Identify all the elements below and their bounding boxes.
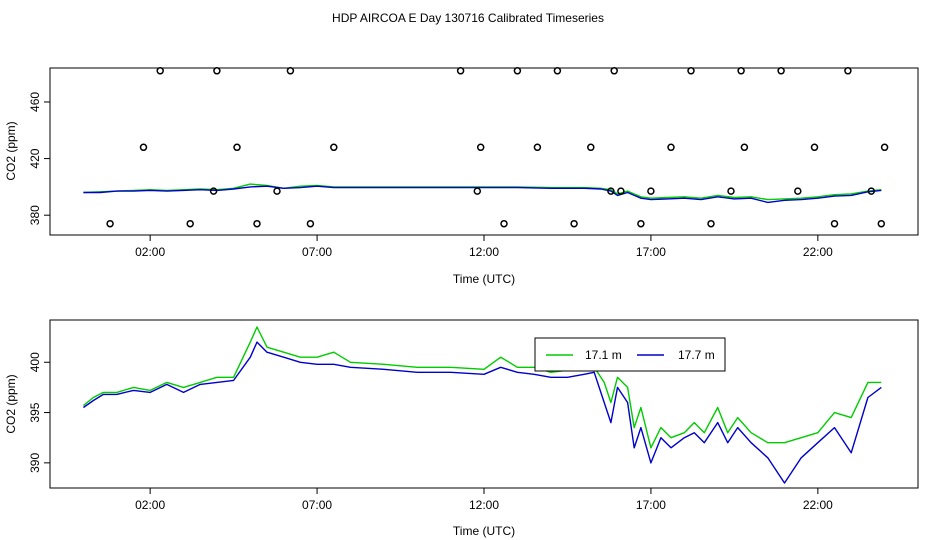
scatter-point — [500, 219, 508, 228]
x-tick-label: 07:00 — [302, 245, 332, 259]
x-tick-label: 17:00 — [636, 245, 666, 259]
scatter-point — [186, 219, 194, 228]
x-axis-label-top: Time (UTC) — [453, 272, 515, 286]
scatter-point — [156, 67, 164, 75]
x-tick-label: 02:00 — [135, 245, 165, 259]
scatter-point — [737, 67, 745, 75]
y-axis-label-top: CO2 (ppm) — [4, 121, 18, 180]
y-tick-label: 400 — [28, 352, 42, 372]
scatter-point — [667, 143, 675, 152]
y-tick-label: 380 — [28, 205, 42, 225]
x-tick-label: 12:00 — [469, 245, 499, 259]
plot-frame-bottom — [49, 319, 919, 489]
scatter-point — [877, 219, 886, 228]
scatter-point — [617, 187, 625, 195]
scatter-point — [810, 143, 819, 152]
scatter-points-top — [106, 67, 889, 228]
x-tick-label: 17:00 — [636, 498, 666, 512]
scatter-point — [139, 143, 148, 152]
x-axis-label-bottom: Time (UTC) — [453, 524, 515, 538]
scatter-point — [286, 67, 295, 75]
scatter-point — [306, 219, 315, 228]
scatter-point — [637, 219, 645, 228]
scatter-point — [533, 143, 542, 152]
scatter-point — [476, 143, 485, 152]
scatter-point — [233, 143, 241, 152]
scatter-point — [844, 67, 852, 75]
x-tick-label: 07:00 — [302, 498, 332, 512]
legend: 17.1 m 17.7 m — [534, 337, 726, 372]
scatter-point — [830, 219, 839, 228]
legend-label-17-1m: 17.1 m — [585, 348, 622, 362]
series-line-0 — [82, 326, 882, 449]
scatter-point — [330, 143, 338, 152]
x-tick-label: 22:00 — [803, 498, 833, 512]
y-tick-label: 420 — [28, 148, 42, 168]
scatter-point — [777, 67, 785, 75]
scatter-point — [867, 187, 876, 195]
scatter-point — [553, 67, 562, 75]
scatter-point — [727, 187, 735, 195]
scatter-point — [213, 67, 221, 75]
bottom-panel: 02:00 07:00 12:00 17:00 22:00 390 395 400 Time … — [4, 319, 919, 538]
y-tick-label: 395 — [28, 402, 42, 422]
y-tick-label: 390 — [28, 453, 42, 473]
scatter-point — [647, 187, 655, 195]
series-line-1 — [82, 341, 882, 484]
series-line-0 — [83, 183, 882, 201]
scatter-point — [794, 187, 802, 195]
scatter-point — [587, 143, 595, 152]
scatter-point — [273, 187, 281, 195]
scatter-point — [456, 67, 465, 75]
x-tick-label: 22:00 — [803, 245, 833, 259]
scatter-point — [106, 219, 114, 228]
series-bottom — [82, 326, 882, 484]
scatter-point — [473, 187, 482, 195]
axes-top: 02:00 07:00 12:00 17:00 22:00 380 420 460 — [28, 92, 833, 259]
scatter-point — [610, 67, 618, 75]
scatter-point — [253, 219, 261, 228]
scatter-point — [687, 67, 695, 75]
y-axis-label-bottom: CO2 (ppm) — [4, 374, 18, 433]
x-tick-label: 12:00 — [469, 498, 499, 512]
scatter-point — [707, 219, 715, 228]
top-panel: 02:00 07:00 12:00 17:00 22:00 380 420 460 Time … — [4, 67, 919, 286]
x-tick-label: 02:00 — [135, 498, 165, 512]
scatter-point — [740, 143, 749, 152]
series-top — [83, 183, 882, 204]
scatter-point — [209, 187, 218, 195]
scatter-point — [570, 219, 578, 228]
scatter-point — [513, 67, 522, 75]
axes-bottom: 02:00 07:00 12:00 17:00 22:00 390 395 400 — [28, 352, 833, 512]
legend-label-17-7m: 17.7 m — [678, 348, 715, 362]
series-line-1 — [83, 185, 882, 204]
plot-frame-top — [49, 67, 919, 236]
scatter-point — [880, 143, 889, 152]
chart-title: HDP AIRCOA E Day 130716 Calibrated Times… — [332, 11, 604, 25]
y-tick-label: 460 — [28, 92, 42, 112]
scatter-point — [607, 187, 615, 195]
